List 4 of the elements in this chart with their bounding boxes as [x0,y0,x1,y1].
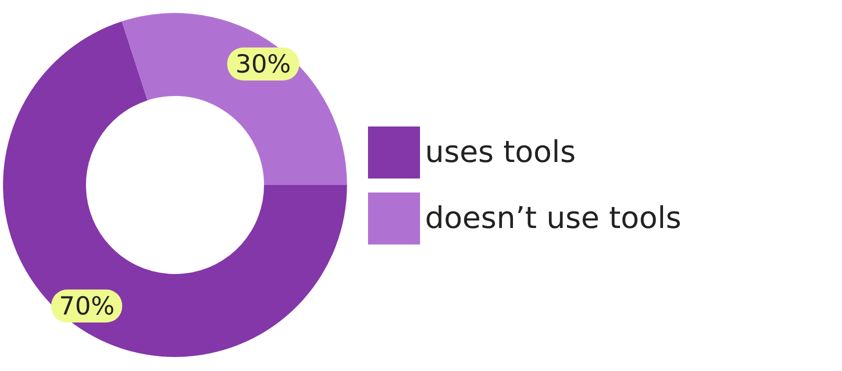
legend-label: uses tools [425,135,576,170]
legend-label: doesn’t use tools [425,201,682,236]
data-label: 70% [51,290,123,323]
data-label: 30% [227,47,299,80]
